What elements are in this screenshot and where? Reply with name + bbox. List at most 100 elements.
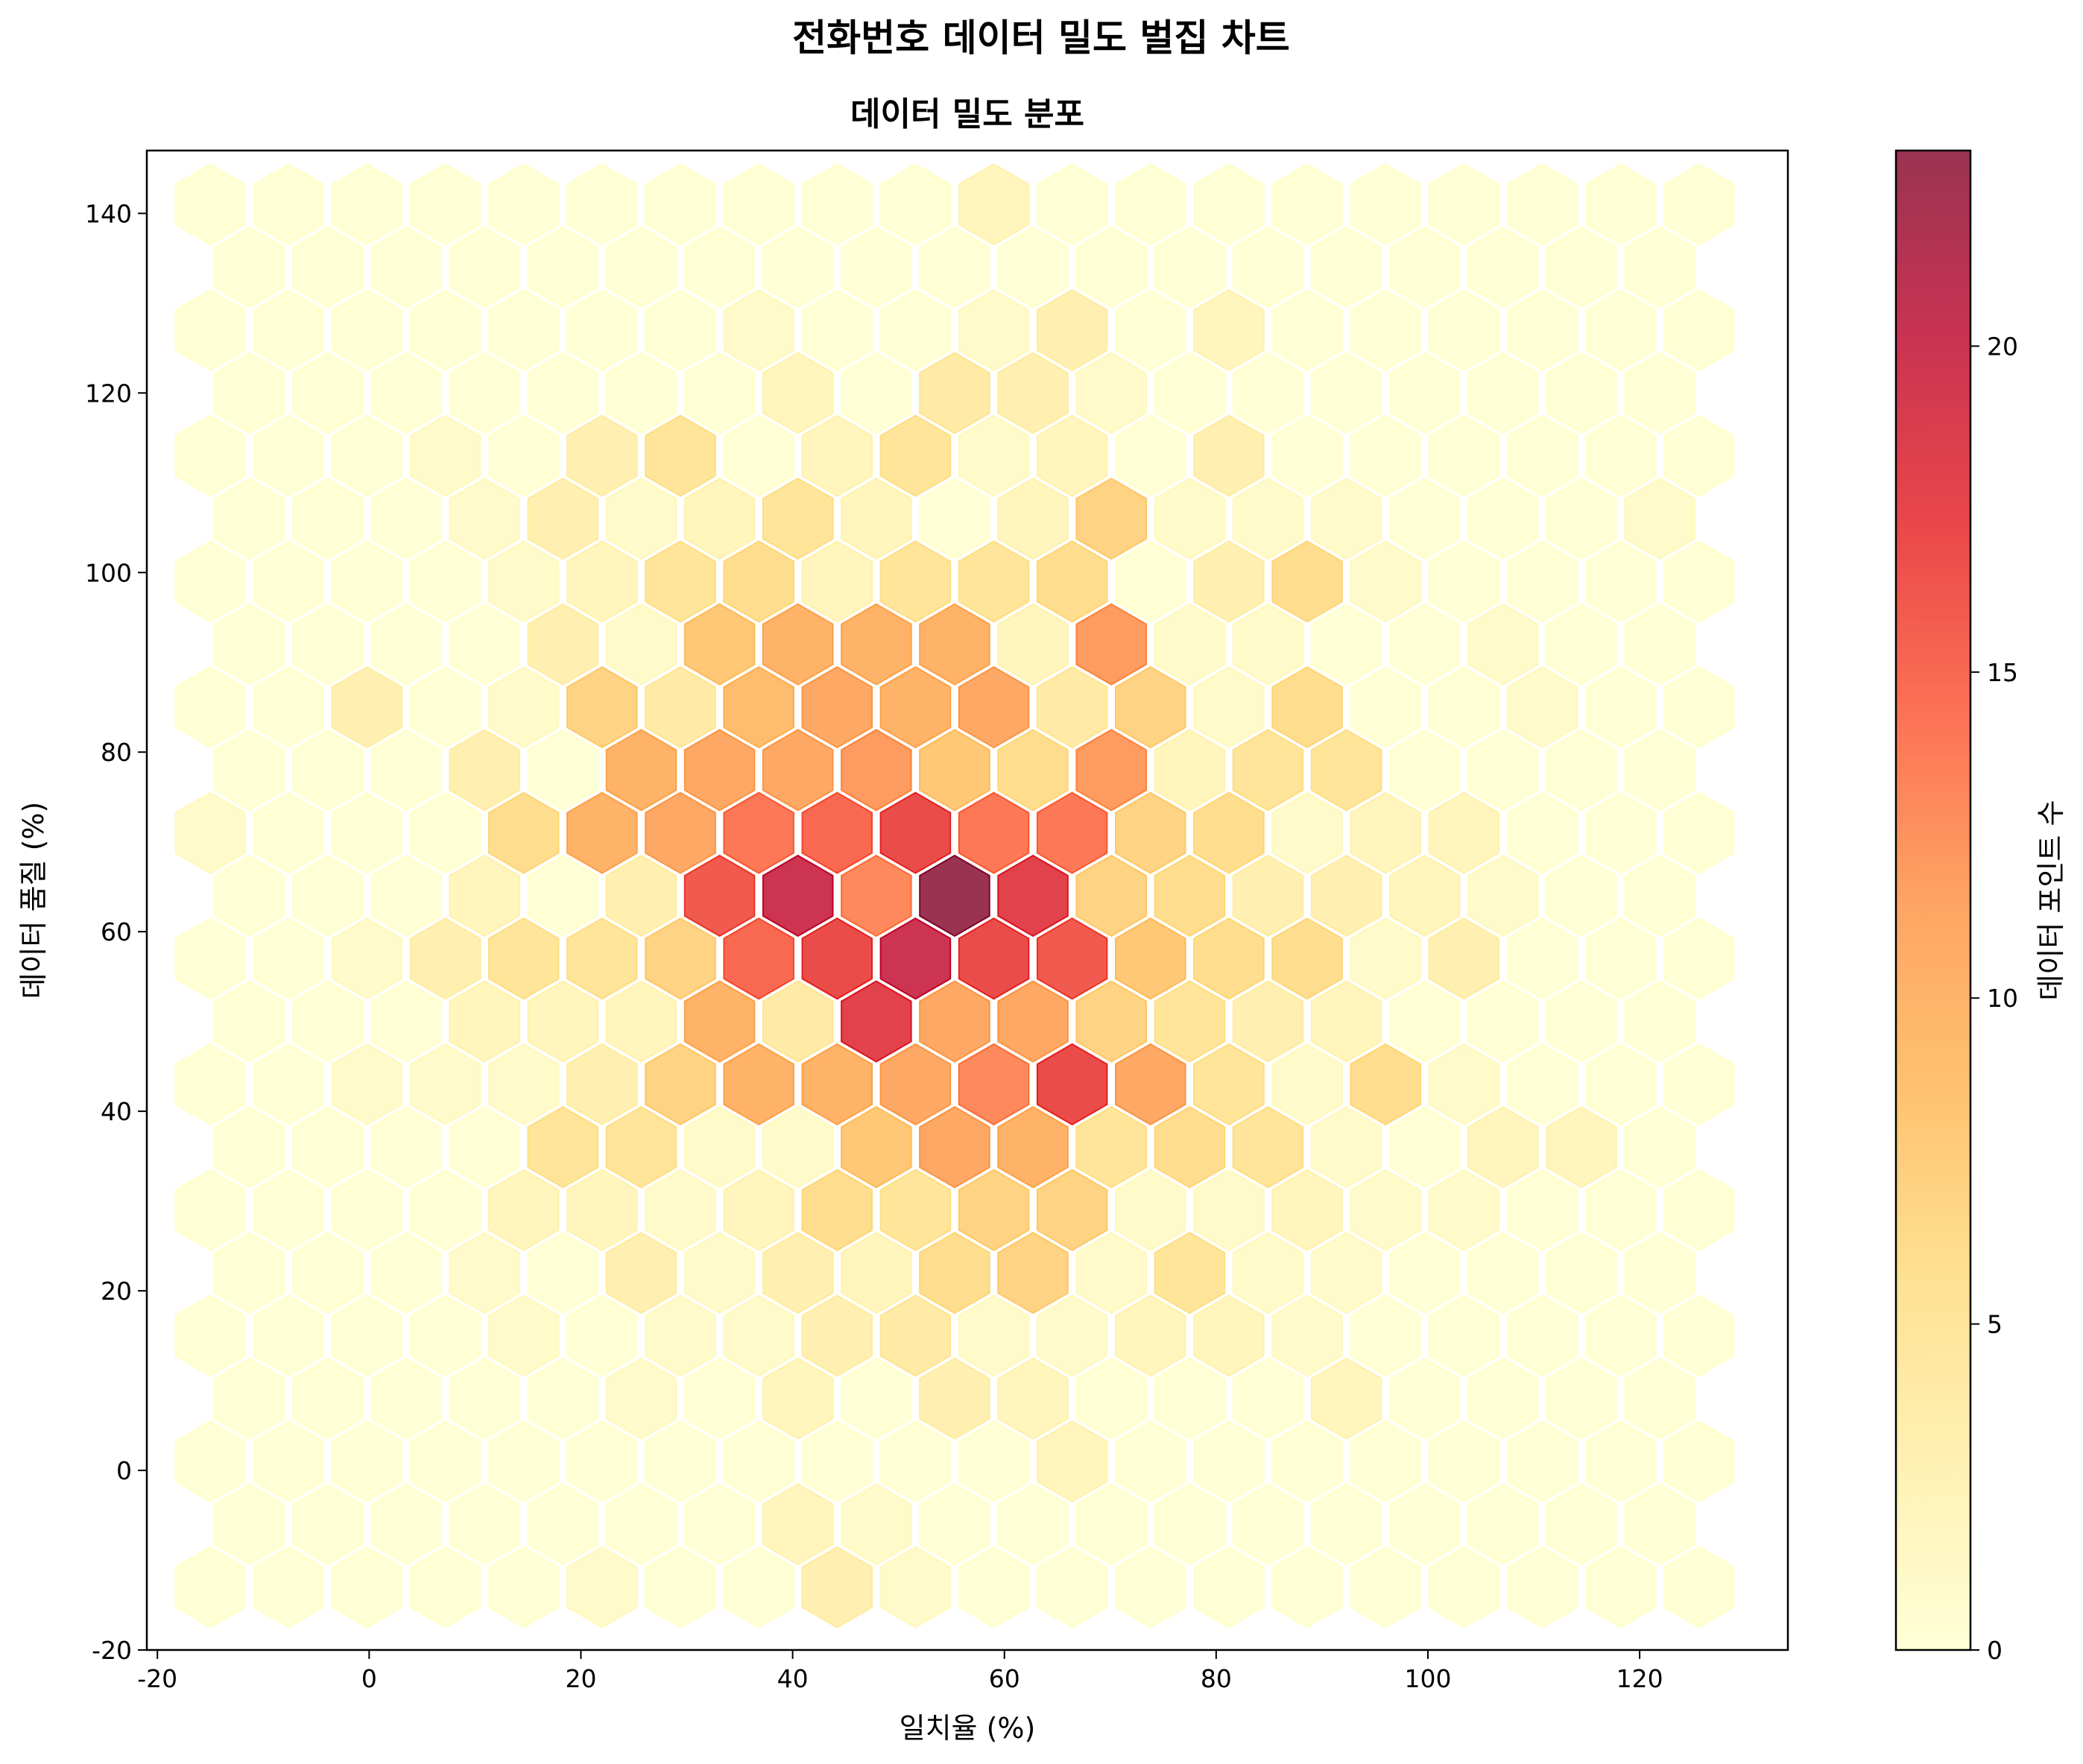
hex-cell [1271, 917, 1343, 1000]
hex-cell [214, 854, 285, 938]
hex-cell [409, 791, 481, 874]
hex-cell [879, 1420, 952, 1503]
hex-cell [566, 163, 638, 246]
hex-cell [801, 1546, 873, 1628]
hex-cell [919, 1357, 990, 1440]
hex-cell [723, 666, 794, 749]
hex-cell [1036, 414, 1108, 497]
hex-cell [1389, 352, 1461, 434]
hex-cell [1036, 1043, 1108, 1126]
colorbar-tick-label: 5 [1987, 1310, 2003, 1339]
hex-cell [958, 666, 1030, 749]
hex-cell [919, 729, 990, 812]
hex-cell [605, 352, 677, 434]
hex-cell [253, 1546, 325, 1628]
hex-cell [1546, 1357, 1617, 1440]
hex-cell [1663, 791, 1735, 874]
hex-cell [1036, 540, 1108, 623]
hex-cell [1271, 791, 1343, 874]
hex-cell [174, 540, 246, 623]
hex-cell [683, 603, 756, 686]
hex-cell [488, 414, 560, 497]
hex-cell [919, 1106, 990, 1189]
y-tick-label: 20 [101, 1277, 132, 1306]
hex-cell [409, 1169, 481, 1251]
hex-cell [919, 1231, 990, 1315]
hex-cell [958, 414, 1030, 497]
hex-cell [449, 729, 520, 812]
hex-cell [1389, 1357, 1461, 1440]
hex-cell [958, 288, 1030, 372]
hex-cell [1193, 540, 1265, 623]
hex-cell [488, 1546, 560, 1628]
hex-cell [1075, 226, 1147, 309]
hex-cell [1193, 1294, 1265, 1377]
hex-cell [1506, 1294, 1578, 1377]
hex-cell [1310, 352, 1382, 434]
hex-cell [1389, 226, 1461, 309]
hex-cell [1624, 980, 1695, 1063]
hex-cell [1350, 1420, 1421, 1503]
hex-cell [292, 854, 364, 938]
hex-cell [841, 1357, 912, 1440]
hex-cell [1389, 1231, 1461, 1315]
hex-cell [253, 1294, 325, 1377]
hex-cell [683, 1357, 756, 1440]
hex-cell [723, 917, 794, 1000]
hex-cell [919, 1483, 990, 1566]
hex-cell [879, 288, 952, 372]
hex-cell [1506, 1420, 1578, 1503]
hex-cell [958, 791, 1030, 874]
hex-cell [1036, 1294, 1108, 1377]
hex-cell [331, 288, 403, 372]
hex-cell [1193, 666, 1265, 749]
hex-cell [1193, 414, 1265, 497]
hex-cell [214, 226, 285, 309]
hex-cell [1232, 352, 1304, 434]
hex-cell [1115, 1294, 1186, 1377]
chart-title: 데이터 밀도 분포 [850, 95, 1084, 133]
hex-cell [409, 540, 481, 623]
hex-cell [841, 226, 912, 309]
hex-cell [1546, 1106, 1617, 1189]
hex-cell [1350, 414, 1421, 497]
hex-cell [214, 1106, 285, 1189]
hex-cell [214, 1357, 285, 1440]
hex-cell [958, 1294, 1030, 1377]
hex-cell [527, 854, 599, 938]
hex-cell [1193, 288, 1265, 372]
colorbar-label: 데이터 포인트 수 [2035, 800, 2067, 1001]
hex-cell [174, 917, 246, 1000]
hex-cell [605, 729, 677, 812]
hex-cell [214, 729, 285, 812]
hex-cell [409, 414, 481, 497]
hex-cell [174, 1294, 246, 1377]
hex-cell [605, 477, 677, 560]
hex-cell [566, 1420, 638, 1503]
colorbar [1894, 149, 1972, 1651]
hex-cell [605, 1483, 677, 1566]
hex-cell [527, 1483, 599, 1566]
hex-cell [1154, 1357, 1226, 1440]
hex-cell [683, 980, 756, 1063]
hex-cell [1584, 1169, 1657, 1251]
hex-cell [1584, 1043, 1657, 1126]
hex-cell [1115, 163, 1186, 246]
y-tick-label: 0 [116, 1456, 132, 1485]
hex-cell [488, 163, 560, 246]
hex-cell [1428, 917, 1499, 1000]
hex-cell [1154, 603, 1226, 686]
hex-cell [566, 666, 638, 749]
y-tick-label: 40 [101, 1097, 132, 1126]
hex-cell [1036, 1169, 1108, 1251]
hex-cell [1624, 854, 1695, 938]
hex-cell [1624, 729, 1695, 812]
hex-cell [1584, 917, 1657, 1000]
hex-cell [1036, 917, 1108, 1000]
hex-cell [1506, 1169, 1578, 1251]
hex-cell [370, 1106, 442, 1189]
hex-cell [409, 288, 481, 372]
hex-cell [1036, 1546, 1108, 1628]
hex-cell [566, 1294, 638, 1377]
